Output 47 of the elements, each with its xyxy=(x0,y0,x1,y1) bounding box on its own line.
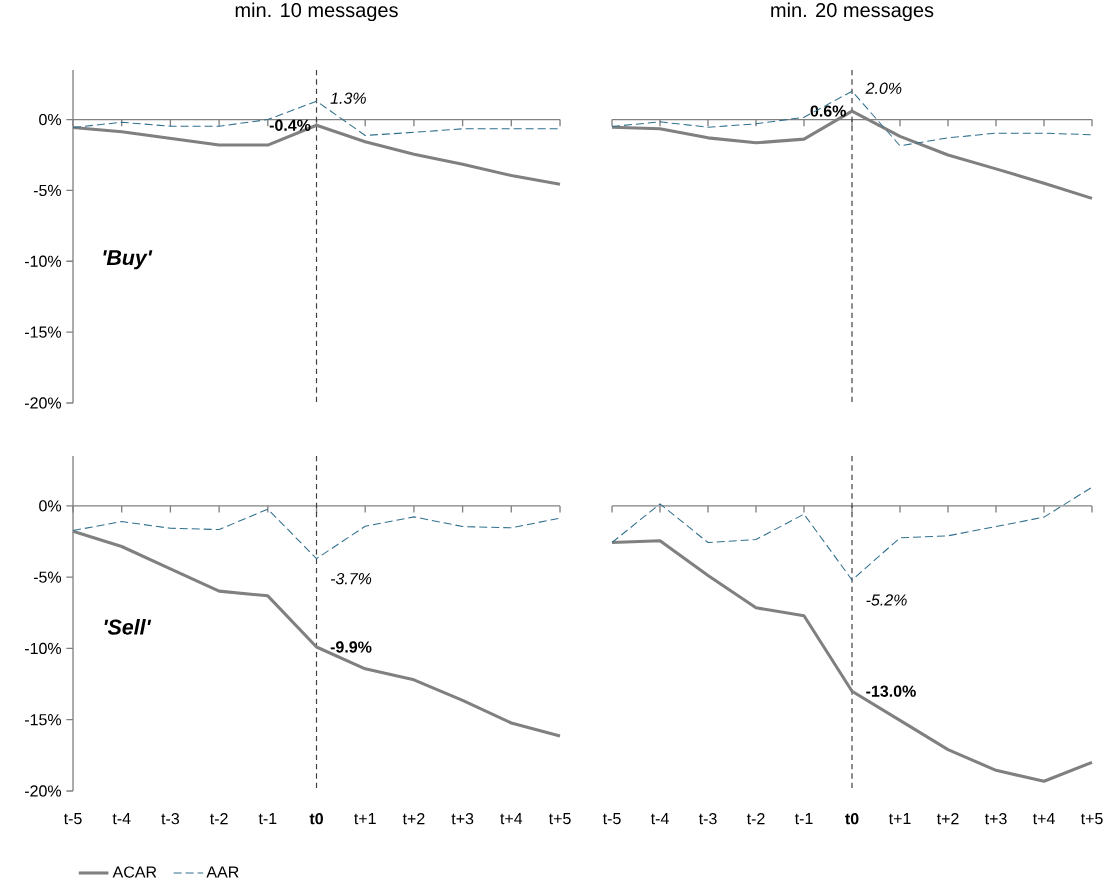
annotation: 'Sell' xyxy=(104,619,152,635)
chart-title: min. 20 messages xyxy=(771,2,934,22)
x-tick-label: t-5 xyxy=(63,813,82,825)
x-tick-label: t+5 xyxy=(1080,813,1103,825)
x-tick-label: t-4 xyxy=(650,813,669,825)
line-series xyxy=(72,508,561,560)
x-tick-label: t+2 xyxy=(402,813,425,825)
x-tick-label: t+3 xyxy=(451,813,474,825)
y-tick-label: -5% xyxy=(33,571,62,583)
x-tick-label: t+4 xyxy=(1032,813,1055,825)
x-tick-label: t+1 xyxy=(354,813,376,825)
x-tick-label: t+4 xyxy=(500,813,523,825)
x-tick-label: t+3 xyxy=(984,813,1007,825)
x-tick-label: t+5 xyxy=(548,813,571,825)
y-tick-label: -10% xyxy=(24,255,62,267)
data-label: 1.3% xyxy=(330,92,366,104)
x-tick-label: t-1 xyxy=(794,813,813,825)
x-tick-label: t+1 xyxy=(888,813,911,825)
y-tick-label: 0% xyxy=(39,500,62,512)
x-tick-label: t0 xyxy=(845,813,859,825)
x-tick-label: t+2 xyxy=(936,813,959,825)
y-tick-label: -20% xyxy=(24,785,62,797)
x-tick-label: t-4 xyxy=(112,813,131,825)
chart-title: min. 10 messages xyxy=(235,2,398,22)
legend-label: AAR xyxy=(206,866,239,878)
data-label: -13.0% xyxy=(866,685,916,697)
x-tick-label: t-3 xyxy=(161,813,180,825)
x-tick-label: t-3 xyxy=(698,813,717,825)
y-tick-label: -10% xyxy=(24,642,62,655)
x-tick-label: t-1 xyxy=(258,813,277,825)
x-tick-label: t-2 xyxy=(210,813,228,825)
data-label: -5.2% xyxy=(866,594,907,606)
y-tick-label: 0% xyxy=(39,113,62,126)
y-tick-label: -15% xyxy=(24,714,62,726)
y-tick-label: -5% xyxy=(33,184,62,197)
legend-label: ACAR xyxy=(112,866,157,878)
annotation: 'Buy' xyxy=(103,250,153,270)
y-tick-label: -20% xyxy=(24,397,62,409)
data-label: -0.4% xyxy=(269,119,311,131)
data-label: 0.6% xyxy=(810,105,846,117)
y-tick-label: -15% xyxy=(24,326,62,338)
x-tick-label: t-5 xyxy=(602,813,621,825)
data-label: 2.0% xyxy=(865,82,902,94)
data-label: -9.9% xyxy=(330,641,372,653)
x-tick-label: t0 xyxy=(309,813,323,825)
data-label: -3.7% xyxy=(330,572,372,585)
x-tick-label: t-2 xyxy=(746,813,765,825)
